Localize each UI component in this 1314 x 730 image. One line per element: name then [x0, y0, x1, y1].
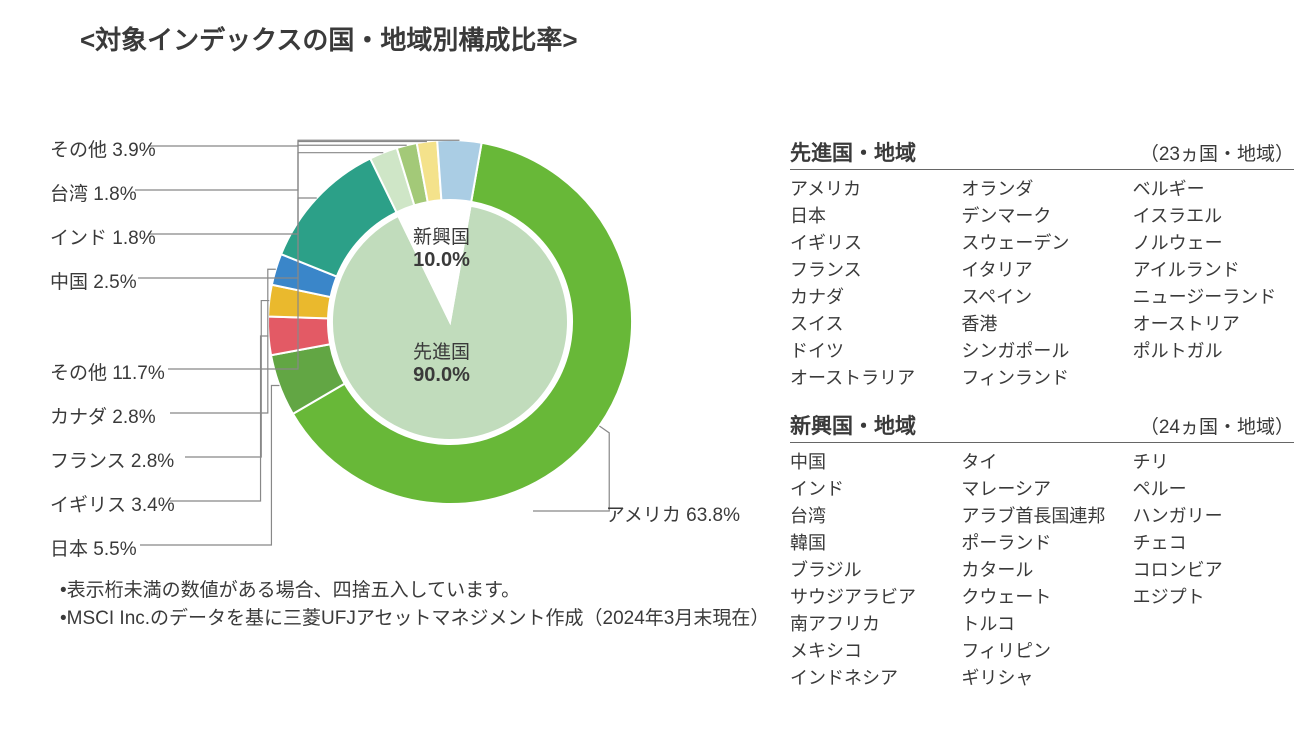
- inner-label-dev: 先進国 90.0%: [413, 337, 470, 387]
- country-item: オランダ: [961, 176, 1122, 203]
- country-item: 韓国: [790, 530, 951, 557]
- slice-label-america: アメリカ 63.8%: [606, 500, 740, 527]
- inner-dev-pct: 90.0%: [413, 364, 470, 387]
- slice-label-uk: イギリス 3.4%: [50, 490, 175, 517]
- country-item: 日本: [790, 203, 951, 230]
- country-item: クウェート: [961, 584, 1122, 611]
- country-item: オーストラリア: [790, 365, 951, 392]
- inner-dev-name: 先進国: [413, 337, 470, 364]
- slice-label-india: インド 1.8%: [50, 223, 156, 250]
- country-group: 新興国・地域 （24ヵ国・地域） 中国インド台湾韓国ブラジルサウジアラビア南アフリカ…: [790, 410, 1294, 692]
- country-column: 中国インド台湾韓国ブラジルサウジアラビア南アフリカメキシコインドネシア: [790, 449, 951, 692]
- slice-label-taiwan: 台湾 1.8%: [50, 179, 137, 206]
- country-item: サウジアラビア: [790, 584, 951, 611]
- country-item: 香港: [961, 311, 1122, 338]
- country-item: オーストリア: [1133, 311, 1294, 338]
- country-column: チリペルーハンガリーチェココロンビアエジプト: [1133, 449, 1294, 692]
- inner-em-pct: 10.0%: [413, 249, 470, 272]
- country-item: アラブ首長国連邦: [961, 503, 1122, 530]
- slice-label-other-dev: その他 11.7%: [50, 358, 165, 385]
- country-item: カタール: [961, 557, 1122, 584]
- leader-line: [170, 336, 269, 501]
- country-columns: アメリカ日本イギリスフランスカナダスイスドイツオーストラリアオランダデンマークス…: [790, 176, 1294, 392]
- country-item: フランス: [790, 257, 951, 284]
- country-item: ドイツ: [790, 338, 951, 365]
- country-item: カナダ: [790, 284, 951, 311]
- country-item: イスラエル: [1133, 203, 1294, 230]
- inner-em-name: 新興国: [413, 222, 470, 249]
- country-item: イギリス: [790, 230, 951, 257]
- country-column: ベルギーイスラエルノルウェーアイルランドニュージーランドオーストリアポルトガル: [1133, 176, 1294, 392]
- main-container: アメリカ 63.8% 日本 5.5% イギリス 3.4% フランス 2.8% カ…: [20, 67, 1294, 710]
- group-count: （24ヵ国・地域）: [1140, 412, 1294, 439]
- inner-label-em: 新興国 10.0%: [413, 222, 470, 272]
- country-item: ベルギー: [1133, 176, 1294, 203]
- country-item: 台湾: [790, 503, 951, 530]
- country-item: 南アフリカ: [790, 611, 951, 638]
- country-group: 先進国・地域（23ヵ国・地域）アメリカ日本イギリスフランスカナダスイスドイツオー…: [790, 137, 1294, 392]
- country-item: イタリア: [961, 257, 1122, 284]
- country-item: アメリカ: [790, 176, 951, 203]
- country-columns: 中国インド台湾韓国ブラジルサウジアラビア南アフリカメキシコインドネシアタイマレー…: [790, 449, 1294, 692]
- country-column: アメリカ日本イギリスフランスカナダスイスドイツオーストラリア: [790, 176, 951, 392]
- country-item: ニュージーランド: [1133, 284, 1294, 311]
- country-item: スイス: [790, 311, 951, 338]
- slice-label-france: フランス 2.8%: [50, 446, 174, 473]
- country-item: ペルー: [1133, 476, 1294, 503]
- country-item: チリ: [1133, 449, 1294, 476]
- country-item: ポルトガル: [1133, 338, 1294, 365]
- group-name: 先進国・地域: [790, 137, 916, 167]
- group-name: 新興国・地域: [790, 410, 916, 440]
- group-header: 新興国・地域 （24ヵ国・地域）: [790, 410, 1294, 443]
- country-column: オランダデンマークスウェーデンイタリアスペイン香港シンガポールフィンランド: [961, 176, 1122, 392]
- slice-label-other-em: その他 3.9%: [50, 135, 156, 162]
- country-item: エジプト: [1133, 584, 1294, 611]
- chart-title: <対象インデックスの国・地域別構成比率>: [80, 20, 1294, 57]
- country-item: アイルランド: [1133, 257, 1294, 284]
- country-item: マレーシア: [961, 476, 1122, 503]
- country-lists-panel: 先進国・地域（23ヵ国・地域）アメリカ日本イギリスフランスカナダスイスドイツオー…: [790, 67, 1294, 710]
- country-item: フィリピン: [961, 638, 1122, 665]
- country-item: メキシコ: [790, 638, 951, 665]
- country-item: 中国: [790, 449, 951, 476]
- chart-panel: アメリカ 63.8% 日本 5.5% イギリス 3.4% フランス 2.8% カ…: [20, 67, 760, 710]
- country-item: ハンガリー: [1133, 503, 1294, 530]
- country-item: トルコ: [961, 611, 1122, 638]
- country-item: シンガポール: [961, 338, 1122, 365]
- slice-label-japan: 日本 5.5%: [50, 534, 137, 561]
- country-item: スペイン: [961, 284, 1122, 311]
- country-item: スウェーデン: [961, 230, 1122, 257]
- note-1: •表示桁未満の数値がある場合、四捨五入しています。: [60, 577, 760, 605]
- country-item: インド: [790, 476, 951, 503]
- country-item: ブラジル: [790, 557, 951, 584]
- country-item: インドネシア: [790, 665, 951, 692]
- country-item: デンマーク: [961, 203, 1122, 230]
- country-column: タイマレーシアアラブ首長国連邦ポーランドカタールクウェートトルコフィリピンギリシ…: [961, 449, 1122, 692]
- group-count: （23ヵ国・地域）: [1140, 139, 1294, 166]
- leader-line: [185, 301, 269, 457]
- slice-label-canada: カナダ 2.8%: [50, 402, 156, 429]
- country-item: チェコ: [1133, 530, 1294, 557]
- country-item: ギリシャ: [961, 665, 1122, 692]
- note-2: •MSCI Inc.のデータを基に三菱UFJアセットマネジメント作成（2024年…: [60, 605, 760, 633]
- country-item: コロンビア: [1133, 557, 1294, 584]
- slice-label-china: 中国 2.5%: [50, 267, 137, 294]
- country-item: フィンランド: [961, 365, 1122, 392]
- country-item: ノルウェー: [1133, 230, 1294, 257]
- group-header: 先進国・地域 （23ヵ国・地域）: [790, 137, 1294, 170]
- country-item: タイ: [961, 449, 1122, 476]
- leader-line: [170, 269, 276, 413]
- country-item: ポーランド: [961, 530, 1122, 557]
- footnotes: •表示桁未満の数値がある場合、四捨五入しています。 •MSCI Inc.のデータ…: [20, 577, 760, 632]
- chart-wrap: アメリカ 63.8% 日本 5.5% イギリス 3.4% フランス 2.8% カ…: [20, 67, 760, 567]
